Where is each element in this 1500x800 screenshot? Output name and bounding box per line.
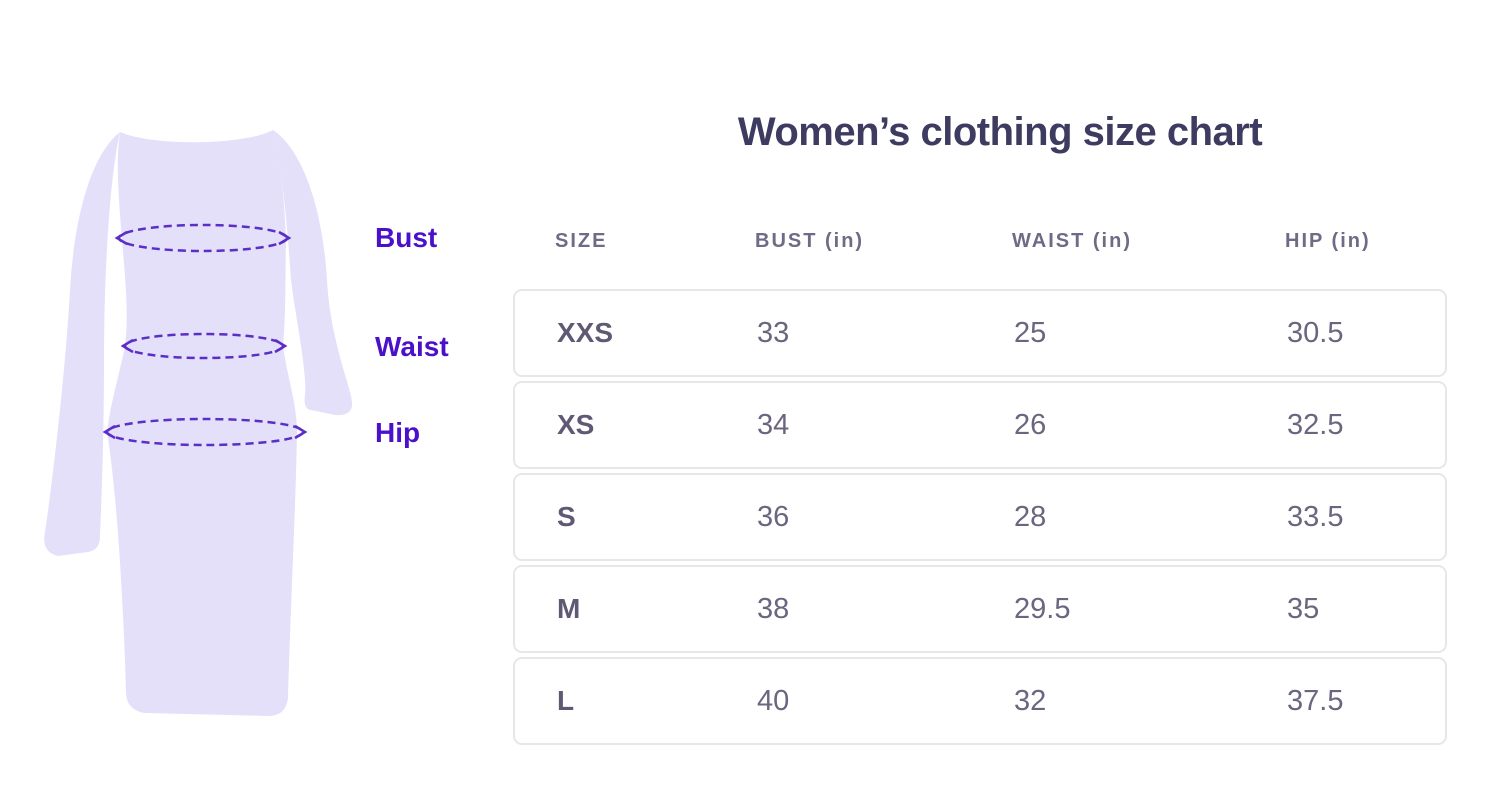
bust-cell: 34 xyxy=(757,408,790,441)
waist-cell: 29.5 xyxy=(1014,592,1071,625)
size-cell: S xyxy=(557,501,576,532)
table-row: XXS 33 25 30.5 xyxy=(513,289,1447,377)
bust-cell: 38 xyxy=(757,592,790,625)
hip-cell: 33.5 xyxy=(1287,500,1344,533)
size-cell: XS xyxy=(557,409,595,440)
waist-cell: 28 xyxy=(1014,500,1047,533)
size-table: XXS 33 25 30.5 XS 34 26 32.5 S 36 28 33.… xyxy=(513,289,1447,749)
dress-body xyxy=(107,130,297,716)
hip-label: Hip xyxy=(375,417,421,448)
dress-right-sleeve xyxy=(273,130,353,416)
hip-cell: 37.5 xyxy=(1287,684,1344,717)
page-title: Women’s clothing size chart xyxy=(737,110,1263,154)
column-header-bust: BUST (in) xyxy=(755,229,865,252)
waist-cell: 25 xyxy=(1014,316,1047,349)
table-header-row: SIZE BUST (in) WAIST (in) HIP (in) xyxy=(513,226,1447,256)
table-row: M 38 29.5 35 xyxy=(513,565,1447,653)
bust-cell: 33 xyxy=(757,316,790,349)
waist-measurement-line xyxy=(120,332,288,360)
bust-cell: 36 xyxy=(757,500,790,533)
waist-label: Waist xyxy=(375,331,449,362)
bust-measurement-line xyxy=(114,223,292,253)
table-row: XS 34 26 32.5 xyxy=(513,381,1447,469)
waist-cell: 26 xyxy=(1014,408,1047,441)
size-cell: M xyxy=(557,593,581,624)
size-cell: L xyxy=(557,685,575,716)
size-cell: XXS xyxy=(557,317,614,348)
dress-illustration xyxy=(44,130,353,716)
column-header-size: SIZE xyxy=(555,229,608,252)
column-header-waist: WAIST (in) xyxy=(1012,229,1132,252)
hip-cell: 32.5 xyxy=(1287,408,1344,441)
bust-cell: 40 xyxy=(757,684,790,717)
hip-cell: 30.5 xyxy=(1287,316,1344,349)
hip-measurement-line xyxy=(102,417,308,447)
waist-cell: 32 xyxy=(1014,684,1047,717)
bust-label: Bust xyxy=(375,222,438,253)
hip-cell: 35 xyxy=(1287,592,1320,625)
column-header-hip: HIP (in) xyxy=(1285,229,1371,252)
table-row: S 36 28 33.5 xyxy=(513,473,1447,561)
dress-left-sleeve xyxy=(44,132,120,556)
table-row: L 40 32 37.5 xyxy=(513,657,1447,745)
